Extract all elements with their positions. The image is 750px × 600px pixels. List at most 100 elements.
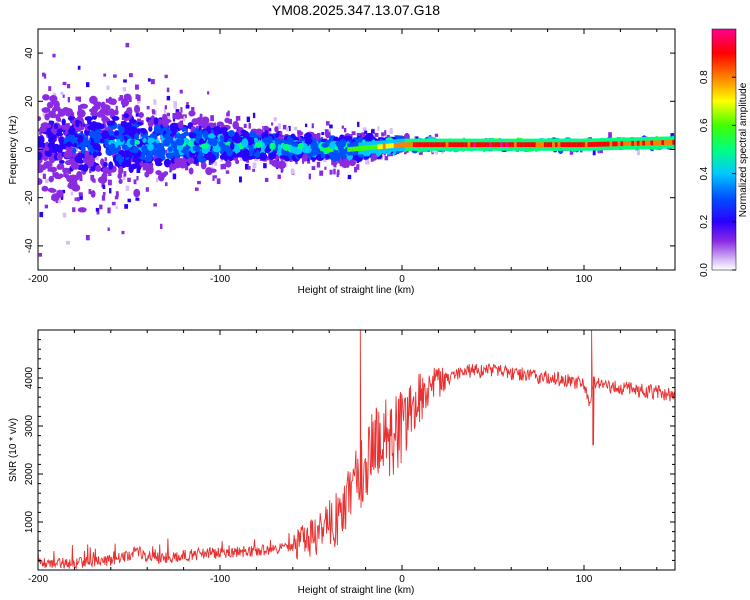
heatmap-cell [194,187,199,191]
heatmap-cell [153,99,157,105]
heatmap-cell [297,137,302,141]
heatmap-cell [307,159,311,164]
heatmap-cell [248,149,254,157]
colorbar-tick-label: 0.4 [699,166,710,180]
heatmap-cell [274,126,279,133]
heatmap-cell [100,158,105,166]
heatmap-cell [661,140,665,146]
heatmap-cell [614,141,619,147]
heatmap-cell [51,193,60,202]
heatmap-cell [124,204,129,209]
heatmap-cell [187,157,195,164]
heatmap-cell [180,107,183,113]
heatmap-cell [337,146,344,151]
heatmap-cell [576,142,581,148]
heatmap-cell [255,128,263,136]
heatmap-cell [516,142,521,148]
heatmap-cell [92,123,102,130]
spectrogram-heatmap [38,42,675,257]
heatmap-cell [357,137,363,144]
heatmap-cell [357,121,360,127]
heatmap-cell [240,129,247,134]
heatmap-cell [66,240,70,245]
heatmap-cell [82,157,87,163]
heatmap-cell [102,184,106,190]
heatmap-cell [132,146,139,154]
heatmap-cell [321,132,325,136]
heatmap-cell [270,159,280,167]
heatmap-cell [164,105,168,110]
heatmap-cell [99,204,103,210]
heatmap-cell [58,136,64,145]
heatmap-cell [62,81,67,86]
snr-x-label: Height of straight line (km) [298,585,415,596]
heatmap-cell [511,142,515,148]
heatmap-cell [79,103,89,109]
heatmap-cell [104,140,109,149]
heatmap-cell [254,142,263,149]
heatmap-cell [66,83,71,89]
heatmap-cell [104,110,111,116]
heatmap-cell [57,173,64,179]
heatmap-cell [97,176,107,184]
heatmap-cell [299,135,304,141]
heatmap-cell [75,147,79,152]
heatmap-cell [599,148,603,154]
heatmap-cell [527,142,532,148]
x-tick-label: 100 [576,574,593,585]
heatmap-cell [233,137,242,144]
heatmap-cell [363,145,368,151]
heatmap-cell [475,142,480,148]
heatmap-cell [264,177,269,182]
heatmap-cell [259,152,266,159]
heatmap-cell [232,121,240,130]
heatmap-cell [48,141,54,148]
heatmap-cell [153,117,159,125]
heatmap-cell [623,141,627,147]
heatmap-cell [453,142,458,148]
heatmap-cell [423,142,428,148]
heatmap-cell [117,172,123,180]
heatmap-cell [636,140,641,146]
heatmap-cell [374,144,379,150]
heatmap-cell [565,142,570,148]
heatmap-cell [364,133,374,141]
heatmap-cell [45,123,52,129]
heatmap-cell [305,123,308,128]
heatmap-cell [62,167,71,174]
heatmap-cell [492,142,496,148]
heatmap-cell [248,123,251,129]
heatmap-cell [79,194,83,200]
heatmap-cell [361,145,365,151]
heatmap-cell [339,140,346,148]
heatmap-cell [297,131,304,136]
x-tick-label: 100 [576,274,593,285]
heatmap-cell [273,117,277,122]
heatmap-cell [113,130,120,136]
heatmap-cell [445,142,450,148]
heatmap-cell [197,180,201,185]
heatmap-cell [133,188,141,198]
heatmap-cell [118,178,123,185]
heatmap-cell [67,183,76,189]
heatmap-cell [301,146,309,153]
heatmap-cell [292,142,299,148]
heatmap-cell [229,141,235,151]
heatmap-cell [568,142,573,148]
heatmap-cell [62,94,65,98]
snr-line [38,330,675,570]
heatmap-cell [350,146,354,152]
heatmap-cell [107,207,111,214]
heatmap-cell [108,161,114,170]
heatmap-cell [113,74,117,78]
heatmap-cell [239,155,244,161]
heatmap-cell [628,141,633,146]
heatmap-cell [255,150,261,158]
heatmap-cell [67,96,70,103]
heatmap-cell [385,143,390,149]
heatmap-cell [133,104,141,114]
heatmap-cell [384,156,389,161]
heatmap-cell [163,109,166,114]
heatmap-cell [304,137,313,145]
